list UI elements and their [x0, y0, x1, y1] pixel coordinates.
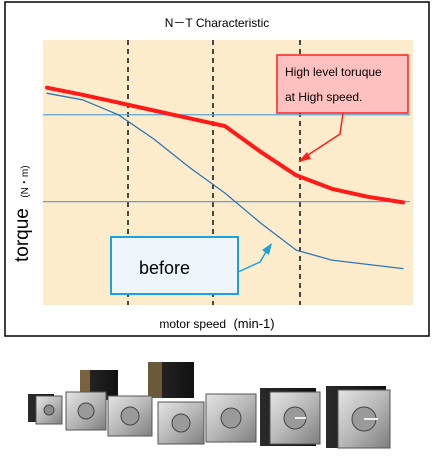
- annotation-high-level-leader: [307, 112, 344, 156]
- annotation-before-arrowhead: [262, 243, 272, 255]
- annotation-high-level-arrowhead: [298, 152, 311, 162]
- annotation-high-level-line2: at High speed.: [285, 90, 362, 104]
- annotation-before-text: before: [139, 258, 190, 278]
- x-axis-title: motor speed: [159, 317, 226, 331]
- x-axis-unit: (min-1): [233, 316, 274, 331]
- annotation-before: before: [110, 236, 272, 295]
- chart-svg: N－T Characteristic motor speed (min-1) t…: [4, 1, 430, 337]
- stepping-motors-photo: [0, 352, 435, 467]
- y-axis-title: torque: [12, 208, 33, 262]
- chart: N－T Characteristic motor speed (min-1) t…: [4, 1, 430, 337]
- series-layer: [45, 85, 405, 270]
- annotation-high-level-line1: High level toruque: [285, 65, 382, 79]
- motor-illustration: [28, 362, 391, 449]
- y-axis-label: torque (N・m): [12, 165, 33, 262]
- y-axis-unit: (N・m): [20, 165, 31, 197]
- series-line-high-level: [45, 85, 405, 205]
- series-line-before: [46, 92, 404, 270]
- chart-title: N－T Characteristic: [165, 16, 269, 30]
- annotation-before-leader: [237, 251, 267, 273]
- annotation-high-level: High level toruque at High speed.: [276, 54, 409, 162]
- x-axis-label: motor speed (min-1): [159, 316, 274, 331]
